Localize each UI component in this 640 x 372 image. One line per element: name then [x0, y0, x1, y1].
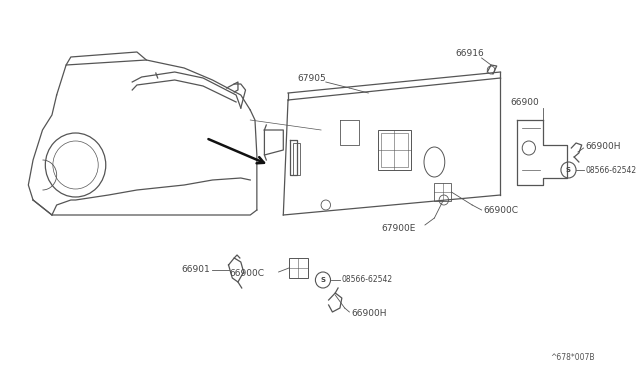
- Bar: [289, 258, 308, 278]
- Text: 66900H: 66900H: [351, 310, 387, 318]
- Bar: [292, 143, 300, 175]
- Text: 66900C: 66900C: [483, 205, 518, 215]
- Text: S: S: [321, 277, 326, 283]
- Bar: [435, 183, 451, 201]
- Text: 66900: 66900: [511, 97, 540, 106]
- Bar: [381, 133, 408, 167]
- Text: 08566-62542: 08566-62542: [342, 276, 393, 285]
- Text: ^678*007B: ^678*007B: [550, 353, 595, 362]
- Text: 66900C: 66900C: [229, 269, 264, 279]
- Text: 66901: 66901: [181, 266, 210, 275]
- Text: 08566-62542: 08566-62542: [586, 166, 637, 174]
- Text: 66916: 66916: [455, 48, 484, 58]
- Text: 67900E: 67900E: [381, 224, 415, 232]
- Bar: [378, 130, 411, 170]
- Text: 66900H: 66900H: [586, 141, 621, 151]
- Text: S: S: [566, 167, 571, 173]
- Text: 67905: 67905: [297, 74, 326, 83]
